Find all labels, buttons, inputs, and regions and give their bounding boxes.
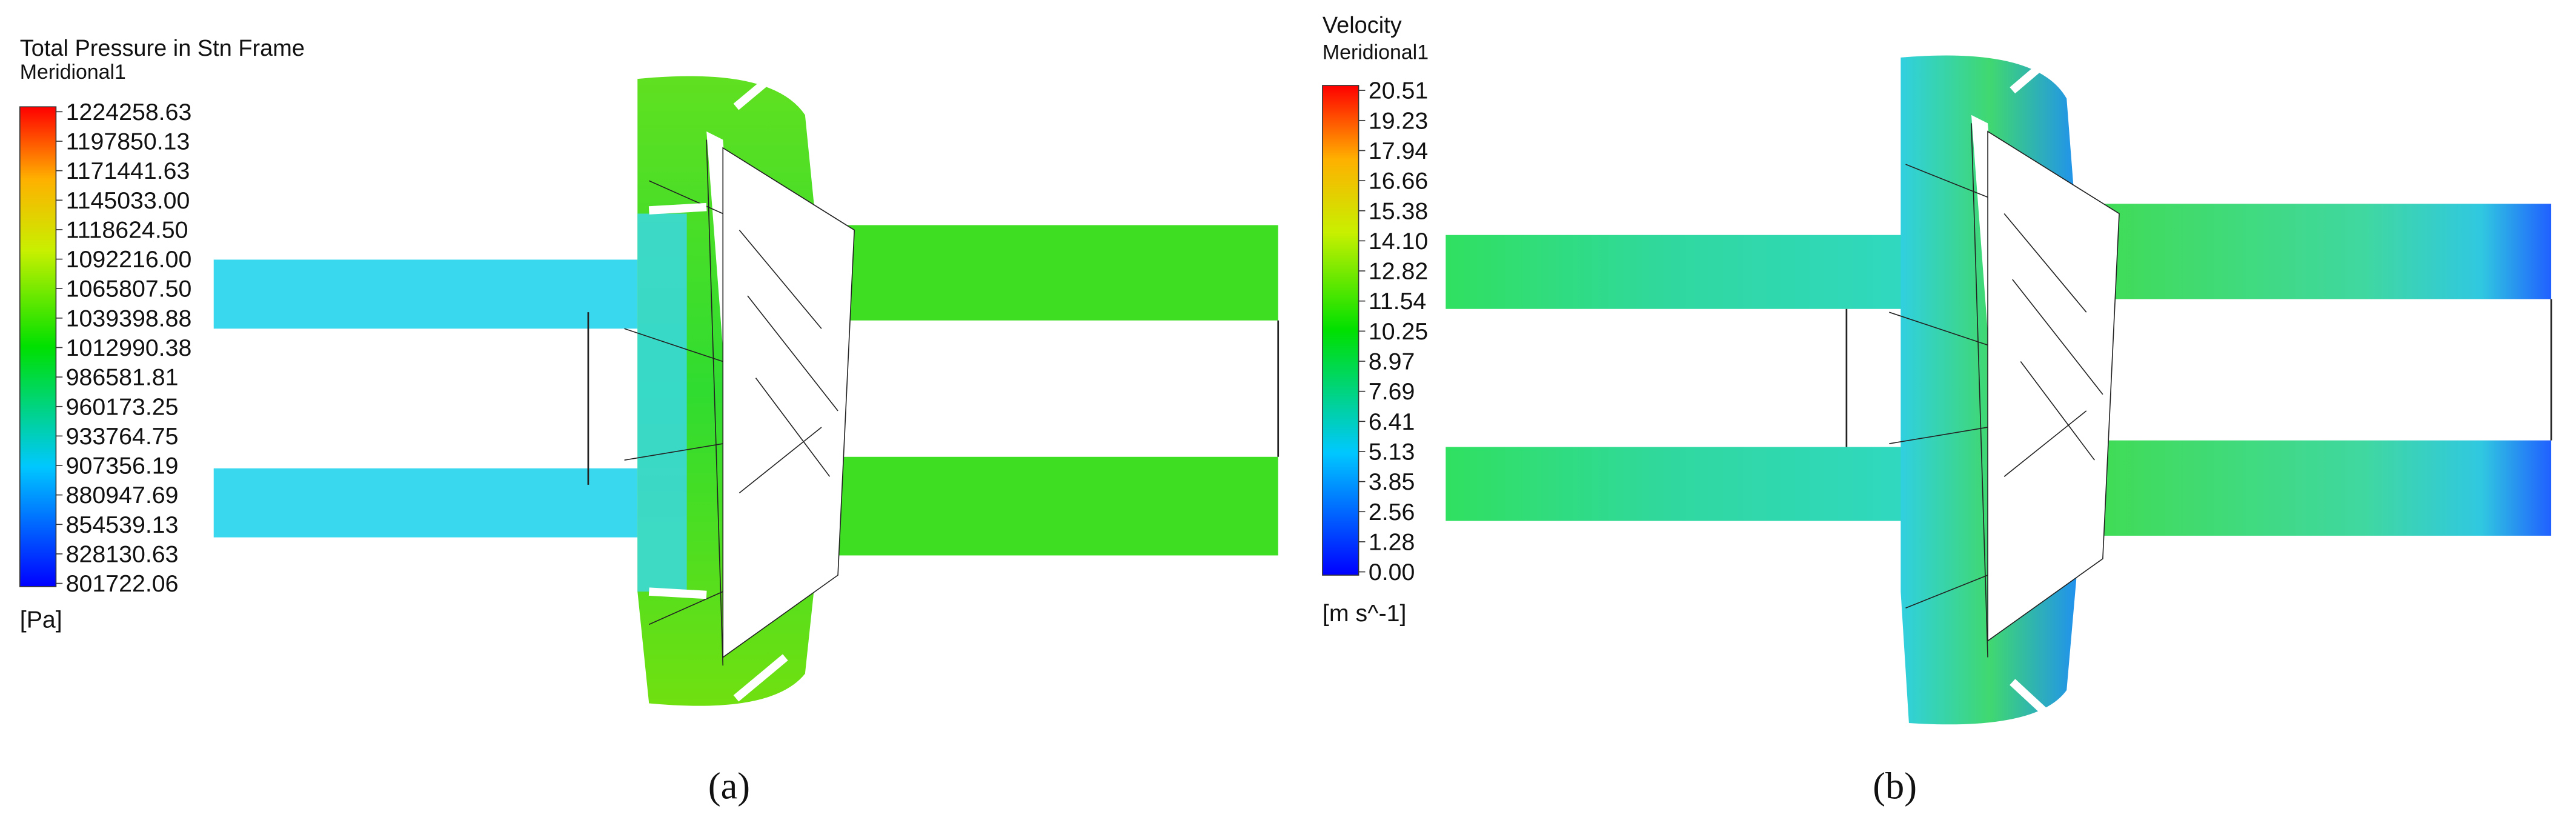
panel-caption: (a) (708, 765, 750, 807)
pump-contour-b (1446, 49, 2552, 726)
colorbar-label: 1171441.63 (66, 158, 190, 184)
colorbar-label: 1092216.00 (66, 246, 192, 273)
colorbar-label: 19.23 (1369, 107, 1428, 134)
colorbar-label: 1065807.50 (66, 276, 192, 302)
colorbar-label: 2.56 (1369, 499, 1415, 525)
colorbar-label: 907356.19 (66, 453, 179, 479)
colorbar-label: 15.38 (1369, 198, 1428, 224)
panel-caption: (b) (1873, 765, 1917, 807)
colorbar-label: 880947.69 (66, 482, 179, 508)
colorbar-label: 1039398.88 (66, 305, 192, 332)
colorbar-label: 17.94 (1369, 138, 1428, 164)
colorbar-label: 1118624.50 (66, 216, 188, 243)
colorbar-label: 960173.25 (66, 393, 179, 420)
colorbar-label: 933764.75 (66, 423, 179, 450)
colorbar-label: 8.97 (1369, 348, 1415, 375)
colorbar-label: 854539.13 (66, 512, 179, 538)
colorbar-label: 5.13 (1369, 439, 1415, 465)
colorbar-label: 1.28 (1369, 528, 1415, 555)
legend-unit: [Pa] (20, 607, 62, 633)
colorbar-label: 20.51 (1369, 78, 1428, 104)
legend-unit: [m s^-1] (1323, 600, 1407, 627)
colorbar-label: 3.85 (1369, 468, 1415, 495)
pump-contour-a (213, 62, 1280, 706)
colorbar-label: 14.10 (1369, 228, 1428, 255)
colorbar-label: 7.69 (1369, 378, 1415, 405)
legend-subtitle: Meridional1 (1323, 41, 1429, 64)
colorbar-label: 1224258.63 (66, 99, 192, 125)
legends: Total Pressure in Stn FrameMeridional112… (19, 13, 1917, 807)
colorbar (1322, 85, 1359, 576)
colorbar-label: 11.54 (1369, 288, 1426, 315)
colorbar-label: 801722.06 (66, 570, 179, 597)
colorbar-label: 1012990.38 (66, 335, 192, 361)
legend-title: Velocity (1323, 13, 1402, 38)
colorbar-label: 6.41 (1369, 408, 1415, 435)
colorbar-label: 10.25 (1369, 318, 1428, 345)
colorbar-label: 828130.63 (66, 541, 179, 567)
colorbar-label: 0.00 (1369, 559, 1415, 585)
legend-subtitle: Meridional1 (20, 61, 126, 84)
colorbar-label: 1145033.00 (66, 187, 190, 214)
colorbar (19, 106, 57, 587)
legend-title: Total Pressure in Stn Frame (20, 36, 305, 61)
colorbar-label: 12.82 (1369, 258, 1428, 285)
colorbar-label: 1197850.13 (66, 128, 190, 155)
colorbar-label: 986581.81 (66, 364, 179, 391)
colorbar-label: 16.66 (1369, 168, 1428, 195)
